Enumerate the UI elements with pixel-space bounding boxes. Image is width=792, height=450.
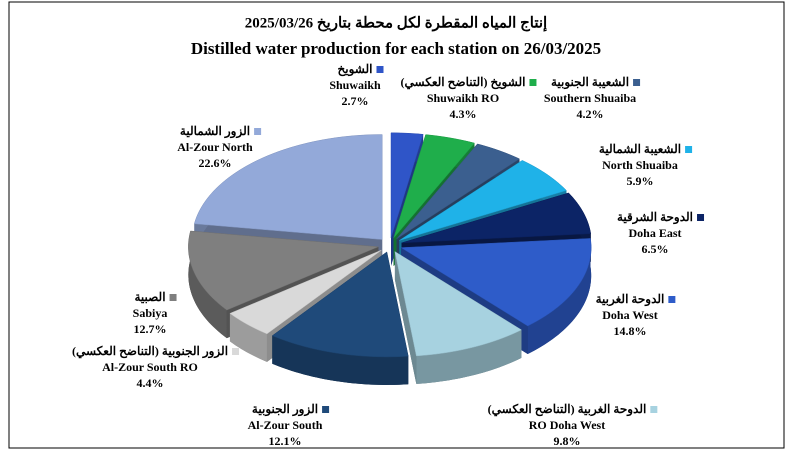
slice-edge	[394, 251, 417, 384]
legend-swatch	[697, 214, 705, 221]
legend-label-arabic: الدوحة الغربية (التناضح العكسي)	[488, 402, 647, 417]
slice-side	[229, 313, 267, 362]
slice	[396, 143, 520, 240]
slice	[401, 192, 592, 244]
legend-label-arabic: الدوحة الغربية	[596, 292, 665, 307]
data-label: 5.9%	[627, 174, 654, 188]
legend-swatch	[254, 128, 262, 135]
slice-side	[527, 238, 592, 354]
legend-label-arabic: الدوحة الشرقية	[617, 210, 693, 225]
legend-swatch	[668, 296, 676, 303]
data-label: 22.6%	[199, 156, 232, 170]
legend-label: Doha East	[628, 226, 681, 240]
slice	[194, 134, 383, 240]
legend-swatch	[376, 66, 384, 73]
slice	[188, 230, 379, 311]
pie	[188, 132, 592, 385]
slice	[394, 251, 522, 357]
data-label: 4.3%	[450, 107, 477, 121]
legend-label: Shuwaikh	[329, 78, 381, 92]
slice	[400, 238, 592, 327]
legend-swatch	[529, 79, 537, 86]
legend-label-arabic: الشويخ (التناضح العكسي)	[401, 75, 526, 90]
legend-swatch	[650, 406, 658, 413]
legend-label-arabic: الصبية	[134, 290, 165, 304]
legend-label-arabic: الزور الجنوبية (التناضح العكسي)	[72, 344, 228, 359]
slice	[390, 132, 424, 238]
slice	[271, 251, 409, 358]
data-label: 9.8%	[554, 434, 581, 448]
legend-label-arabic: الشعيبة الجنوبية	[551, 75, 629, 90]
legend-label: RO Doha West	[529, 418, 605, 432]
legend-label: North Shuaiba	[602, 158, 678, 172]
data-label: 12.7%	[134, 322, 167, 336]
slice	[393, 134, 475, 239]
legend-label: Southern Shuaiba	[544, 91, 636, 105]
legend-label: Al-Zour North	[177, 140, 253, 154]
legend-label-arabic: الشعيبة الشمالية	[599, 142, 681, 156]
legend-label: Sabiya	[133, 306, 168, 320]
legend-label: Shuwaikh RO	[427, 91, 499, 105]
data-label: 14.8%	[614, 324, 647, 338]
legend-label: Doha West	[602, 308, 657, 322]
legend-swatch	[685, 146, 693, 153]
data-label: 4.2%	[577, 107, 604, 121]
slice	[229, 249, 382, 335]
legend-label-arabic: الشويخ	[338, 62, 373, 77]
legend-label: Al-Zour South	[248, 418, 323, 432]
legend-swatch	[322, 406, 330, 413]
legend-swatch	[633, 79, 641, 86]
legend-swatch	[232, 348, 240, 355]
legend-label-arabic: الزور الجنوبية	[252, 402, 318, 417]
data-label: 4.4%	[137, 376, 164, 390]
legend-label: Al-Zour South RO	[102, 360, 198, 374]
data-label: 2.7%	[342, 94, 369, 108]
data-label: 12.1%	[269, 434, 302, 448]
chart-title: Distilled water production for each stat…	[191, 39, 601, 58]
slice-side	[272, 335, 409, 385]
legend-label-arabic: الزور الشمالية	[180, 124, 250, 139]
data-label: 6.5%	[642, 242, 669, 256]
slice	[399, 160, 567, 241]
slice-side	[416, 329, 522, 384]
slice-side	[188, 230, 227, 339]
chart-title-arabic: إنتاج المياه المقطرة لكل محطة بتاريخ 202…	[245, 15, 547, 31]
legend-swatch	[169, 294, 177, 301]
